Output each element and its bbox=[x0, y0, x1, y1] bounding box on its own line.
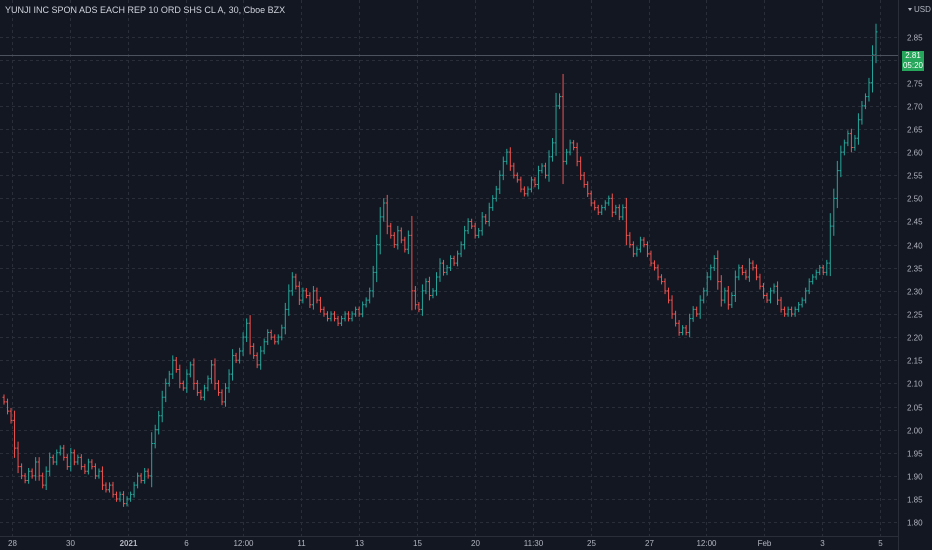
x-tick-label: 13 bbox=[355, 539, 364, 548]
y-tick-label: 2.65 bbox=[907, 126, 923, 135]
last-price-badge: 2.81 bbox=[902, 50, 924, 61]
y-tick-label: 2.85 bbox=[907, 34, 923, 43]
y-tick-label: 2.55 bbox=[907, 172, 923, 181]
y-tick-label: 2.70 bbox=[907, 103, 923, 112]
y-tick-label: 2.05 bbox=[907, 404, 923, 413]
x-tick-label: 12:00 bbox=[233, 539, 254, 548]
y-tick-label: 2.75 bbox=[907, 80, 923, 89]
grid bbox=[0, 0, 899, 550]
bar-countdown-badge: 05:20 bbox=[902, 60, 924, 71]
x-tick-label: 30 bbox=[66, 539, 75, 548]
x-tick-label: 15 bbox=[413, 539, 422, 548]
y-tick-label: 2.40 bbox=[907, 242, 923, 251]
x-tick-label: 28 bbox=[8, 539, 17, 548]
y-tick-label: 2.25 bbox=[907, 311, 923, 320]
y-tick-label: 2.45 bbox=[907, 218, 923, 227]
x-tick-label: Feb bbox=[758, 539, 772, 548]
time-axis: 28 30 2021 6 12:00 11 13 15 20 11:30 25 27 12:00 Feb 3… bbox=[8, 539, 883, 548]
price-bars bbox=[2, 23, 878, 507]
price-axis: 2.852.802.752.702.652.602.552.502.452.40… bbox=[907, 34, 923, 528]
y-tick-label: 2.00 bbox=[907, 427, 923, 436]
y-tick-label: 2.50 bbox=[907, 195, 923, 204]
x-tick-label: 6 bbox=[184, 539, 189, 548]
y-tick-label: 2.35 bbox=[907, 265, 923, 274]
x-tick-label: 12:00 bbox=[696, 539, 717, 548]
x-tick-label: 3 bbox=[820, 539, 825, 548]
x-tick-label: 5 bbox=[878, 539, 883, 548]
chevron-down-icon bbox=[908, 8, 912, 12]
y-tick-label: 2.30 bbox=[907, 288, 923, 297]
currency-selector[interactable]: USD bbox=[908, 5, 931, 14]
y-tick-label: 1.85 bbox=[907, 496, 923, 505]
y-tick-label: 2.60 bbox=[907, 149, 923, 158]
y-tick-label: 2.15 bbox=[907, 357, 923, 366]
y-tick-label: 2.10 bbox=[907, 380, 923, 389]
x-tick-label: 11 bbox=[297, 539, 306, 548]
y-tick-label: 1.95 bbox=[907, 450, 923, 459]
x-tick-label: 20 bbox=[471, 539, 480, 548]
y-tick-label: 2.20 bbox=[907, 334, 923, 343]
currency-label: USD bbox=[914, 5, 931, 14]
chart-title: YUNJI INC SPON ADS EACH REP 10 ORD SHS C… bbox=[5, 5, 286, 15]
x-tick-label: 27 bbox=[645, 539, 654, 548]
y-tick-label: 1.80 bbox=[907, 519, 923, 528]
y-tick-label: 1.90 bbox=[907, 473, 923, 482]
x-tick-label: 11:30 bbox=[524, 539, 544, 548]
x-tick-label: 2021 bbox=[120, 539, 138, 548]
x-tick-label: 25 bbox=[587, 539, 596, 548]
